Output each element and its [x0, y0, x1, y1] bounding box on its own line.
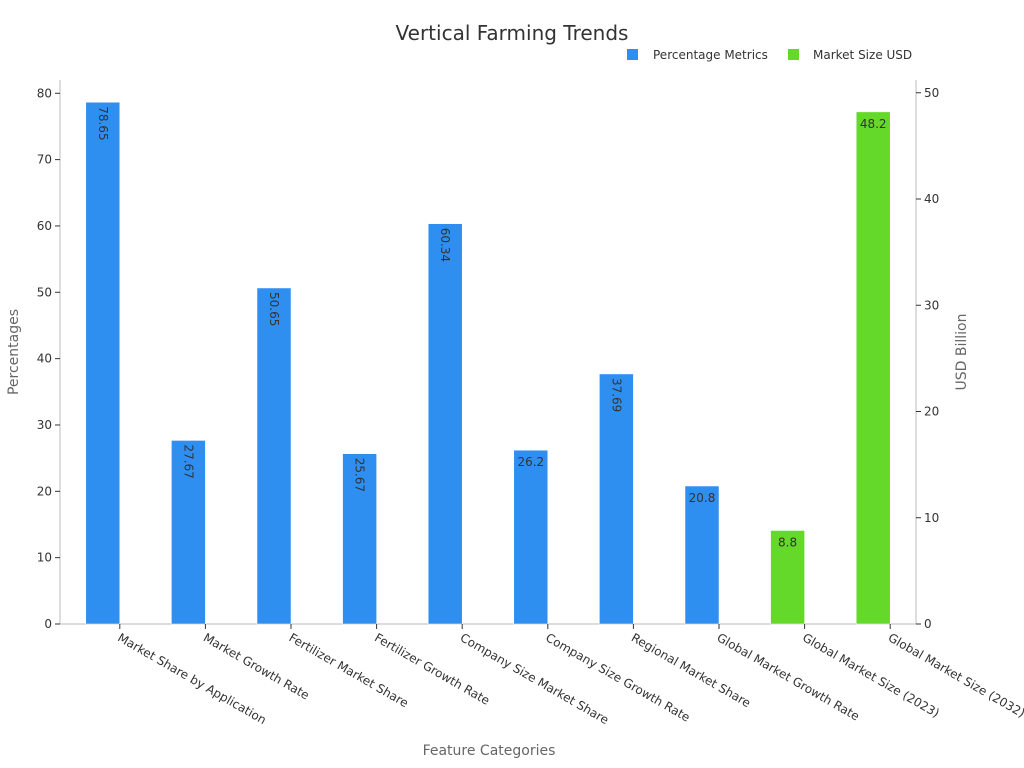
- bar: [342, 453, 377, 625]
- y-tick-label-right: 30: [924, 298, 939, 312]
- y-tick-label-right: 40: [924, 192, 939, 206]
- y-tick-label-left: 60: [37, 219, 52, 233]
- y-tick-label-left: 30: [37, 418, 52, 432]
- bar-value-label: 37.69: [609, 378, 623, 412]
- legend-label-percentage: Percentage Metrics: [653, 48, 768, 62]
- bar: [427, 223, 463, 625]
- bar: [599, 373, 634, 625]
- chart-title: Vertical Farming Trends: [396, 21, 629, 45]
- bar: [513, 449, 549, 625]
- y-axis-title-right: USD Billion: [954, 314, 970, 391]
- bar-value-label: 27.67: [181, 444, 195, 478]
- bar: [171, 440, 206, 625]
- y-tick-label-left: 50: [37, 285, 52, 299]
- y-tick-label-right: 20: [924, 405, 939, 419]
- bar: [684, 485, 720, 625]
- bar-value-label: 78.65: [96, 106, 110, 140]
- x-axis-title: Feature Categories: [423, 743, 556, 759]
- bar: [770, 530, 805, 625]
- legend-swatch-percentage: [627, 49, 638, 60]
- y-tick-label-left: 70: [37, 153, 52, 167]
- legend-label-market-size: Market Size USD: [813, 48, 912, 62]
- bar-value-label: 20.8: [689, 491, 716, 505]
- bar-value-label: 8.8: [778, 536, 797, 550]
- bar-value-label: 50.65: [267, 292, 281, 326]
- x-tick-label: Global Market Size (2023): [800, 630, 942, 720]
- bar: [85, 101, 121, 625]
- bar: [855, 111, 891, 625]
- y-tick-label-left: 40: [37, 352, 52, 366]
- bar: [256, 287, 292, 625]
- legend-swatch-market-size: [788, 49, 799, 60]
- y-tick-label-right: 10: [924, 511, 939, 525]
- y-ticks-left: 0 10 20 30 40 50 60 70 80: [37, 86, 60, 631]
- x-tick-label: Global Market Size (2032): [886, 630, 1024, 720]
- x-tick-label: Company Size Growth Rate: [543, 630, 692, 724]
- x-tick-label: Global Market Growth Rate: [715, 630, 862, 723]
- y-tick-label-left: 0: [44, 617, 52, 631]
- y-ticks-right: 0 10 20 30 40 50: [916, 86, 939, 631]
- y-tick-label-right: 50: [924, 86, 939, 100]
- y-tick-label-left: 20: [37, 484, 52, 498]
- bar-value-label: 26.2: [517, 455, 544, 469]
- y-tick-label-left: 10: [37, 551, 52, 565]
- legend: Percentage Metrics Market Size USD: [627, 48, 912, 62]
- bar-value-label: 60.34: [438, 228, 452, 262]
- bar-value-label: 48.2: [860, 117, 887, 131]
- y-axis-title-left: Percentages: [6, 309, 22, 395]
- x-tick-label: Company Size Market Share: [458, 630, 611, 727]
- y-tick-label-right: 0: [924, 617, 932, 631]
- bars: 78.65 27.67 50.65 25.67 60.34 26.2 37.69 20.8 8.…: [85, 101, 891, 625]
- y-tick-label-left: 80: [37, 86, 52, 100]
- bar-value-label: 25.67: [353, 458, 367, 492]
- x-tick-label: Market Share by Application: [115, 630, 268, 727]
